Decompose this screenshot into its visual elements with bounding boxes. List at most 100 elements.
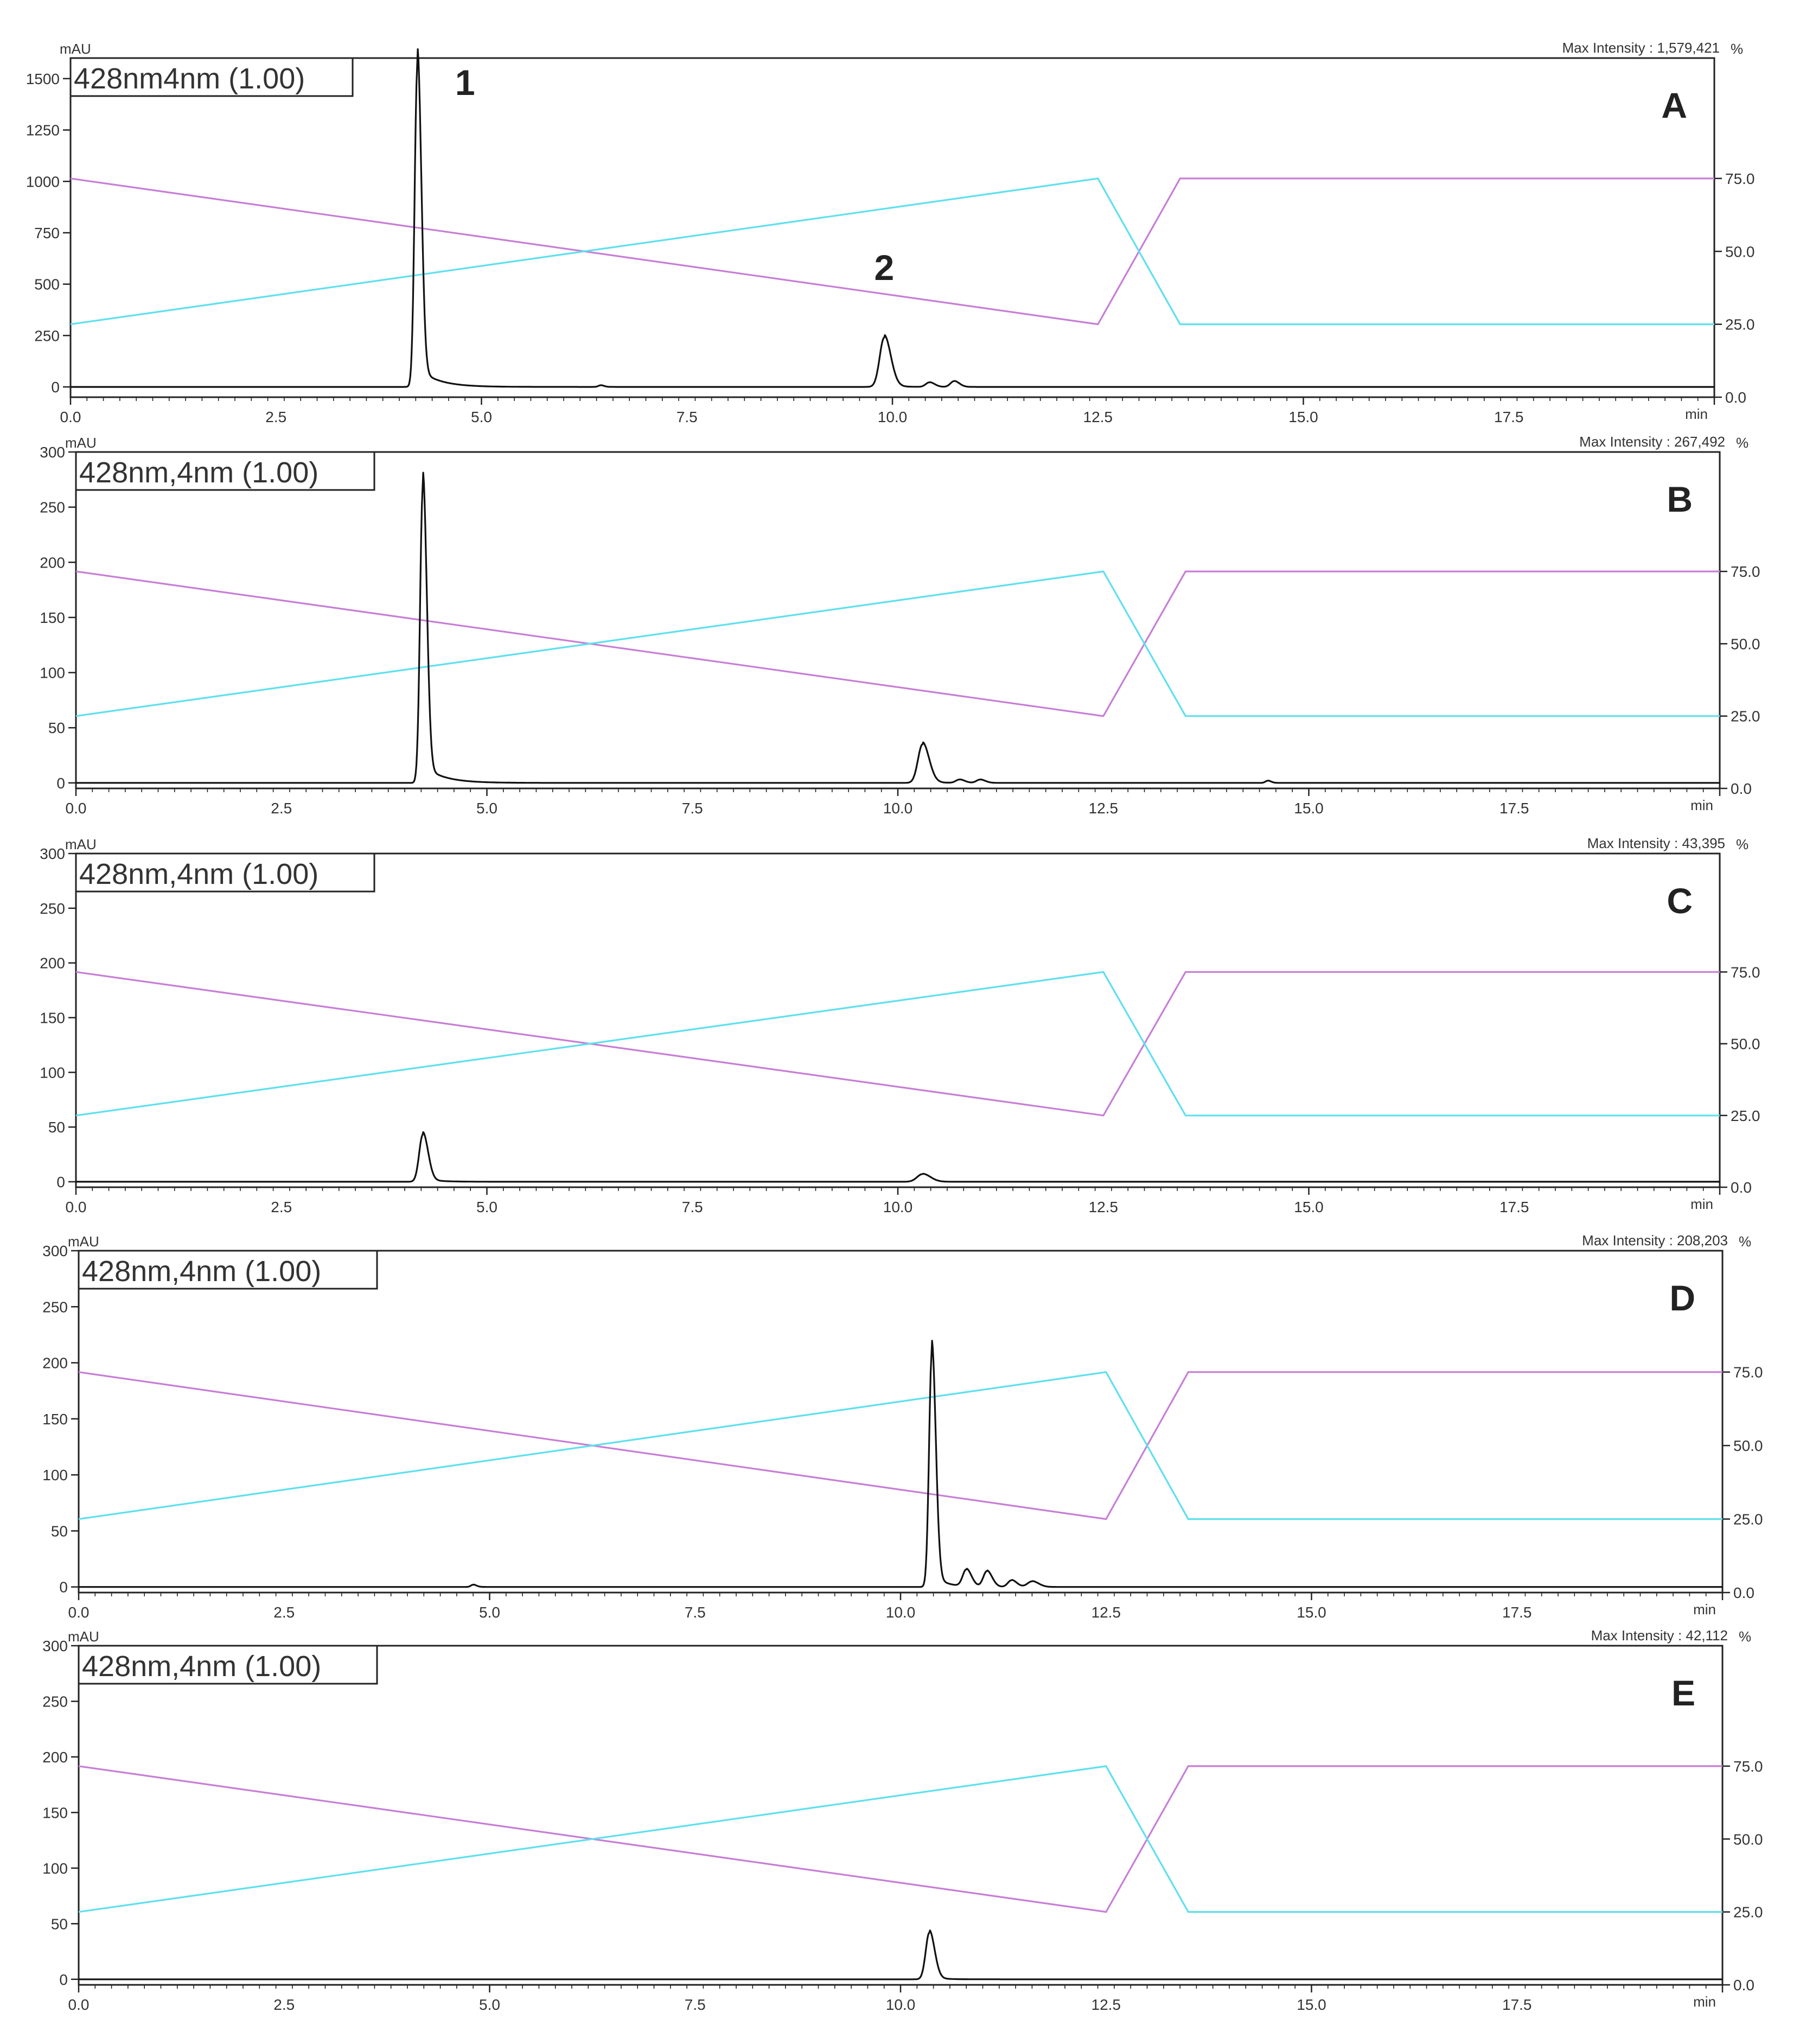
- x-ticks: 0.0 2.5 5.0 7.5 10.0 12.5 15.0 17.5: [60, 397, 1715, 425]
- x-tick-label: 17.5: [1499, 1199, 1529, 1215]
- chromatogram-trace: [78, 1340, 1723, 1588]
- y-tick-label: 200: [40, 554, 65, 571]
- y-tick-label: 150: [42, 1411, 68, 1428]
- y-tick-label: 750: [34, 225, 60, 241]
- wavelength-label: 428nm,4nm (1.00): [79, 456, 318, 489]
- y-tick-label: 50: [51, 1523, 68, 1539]
- right-ticks: 0.0 25.0 50.0 75.0: [1720, 964, 1760, 1196]
- x-tick-label: 10.0: [883, 1199, 913, 1215]
- right-tick-label: 50.0: [1731, 1036, 1760, 1053]
- y-unit-label: mAU: [60, 41, 91, 57]
- right-tick-label: 50.0: [1731, 635, 1760, 652]
- max-intensity-label: Max Intensity : 1,579,421: [1562, 40, 1720, 56]
- chromatogram-trace: [75, 472, 1720, 784]
- x-unit-label: min: [1693, 1994, 1716, 2010]
- y-tick-label: 100: [42, 1467, 68, 1483]
- x-tick-label: 2.5: [271, 1199, 292, 1215]
- y-tick-label: 200: [40, 955, 65, 972]
- peak-number-label: 1: [455, 62, 475, 103]
- right-ticks: 0.0 25.0 50.0 75.0: [1714, 170, 1755, 406]
- y-tick-label: 250: [34, 327, 60, 344]
- y-tick-label: 300: [40, 444, 65, 461]
- y-ticks: 0 50 100 150 200 250 300: [42, 1638, 79, 1988]
- gradient-lines: [75, 971, 1720, 1117]
- wavelength-box: [78, 1250, 378, 1290]
- right-tick-label: 75.0: [1725, 170, 1755, 187]
- x-tick-label: 7.5: [682, 800, 703, 817]
- y-tick-label: 0: [56, 775, 65, 792]
- x-tick-label: 12.5: [1089, 800, 1119, 817]
- y-ticks: 0 50 100 150 200 250 300: [40, 845, 76, 1190]
- x-tick-label: 12.5: [1089, 1199, 1119, 1215]
- gradient-lines: [78, 1765, 1722, 1913]
- max-intensity-label: Max Intensity : 42,112: [1591, 1627, 1728, 1644]
- x-unit-label: min: [1685, 406, 1708, 422]
- x-unit-label: min: [1693, 1601, 1716, 1618]
- plot-frame: [78, 1645, 1724, 1986]
- wavelength-label: 428nm,4nm (1.00): [79, 858, 318, 890]
- x-tick-label: 7.5: [677, 409, 698, 425]
- y-tick-label: 150: [42, 1804, 68, 1821]
- right-tick-label: 0.0: [1731, 780, 1752, 797]
- y-tick-label: 0: [59, 1579, 68, 1596]
- panel-c: mAU min Max Intensity : 43,395 % 428nm,4…: [40, 835, 1760, 1215]
- x-unit-label: min: [1690, 1196, 1713, 1212]
- gradient-line-cyan: [78, 1765, 1722, 1913]
- x-tick-label: 5.0: [471, 409, 492, 425]
- wavelength-box: [75, 451, 375, 491]
- plot-frame: [75, 852, 1721, 1188]
- gradient-line-cyan: [75, 971, 1720, 1117]
- chromatogram-line: [78, 1340, 1723, 1588]
- x-ticks: 0.0 2.5 5.0 7.5 10.0 12.5 15.0 17.5: [66, 788, 1721, 817]
- y-tick-label: 100: [40, 1064, 65, 1081]
- x-tick-label: 2.5: [273, 1604, 295, 1621]
- x-tick-label: 5.0: [479, 1996, 500, 2013]
- wavelength-label: 428nm4nm (1.00): [74, 62, 305, 95]
- right-tick-label: 75.0: [1731, 964, 1760, 980]
- gradient-line-cyan: [78, 1371, 1722, 1520]
- x-tick-label: 15.0: [1297, 1996, 1326, 2013]
- panel-letter: C: [1667, 881, 1693, 921]
- gradient-lines: [70, 177, 1714, 326]
- plot-frame: [69, 57, 1715, 398]
- y-unit-label: mAU: [65, 836, 97, 852]
- x-tick-label: 0.0: [60, 409, 81, 425]
- y-tick-label: 200: [42, 1749, 68, 1766]
- y-tick-label: 200: [42, 1355, 68, 1372]
- right-tick-label: 25.0: [1733, 1511, 1763, 1528]
- x-tick-label: 10.0: [886, 1996, 916, 2013]
- gradient-line-cyan: [70, 177, 1714, 326]
- y-tick-label: 0: [51, 379, 60, 396]
- y-ticks: 0 50 100 150 200 250 300: [40, 444, 76, 792]
- chromatogram-trace: [70, 48, 1715, 388]
- y-tick-label: 0: [56, 1174, 65, 1190]
- y-tick-label: 150: [40, 1009, 65, 1026]
- right-tick-label: 25.0: [1733, 1904, 1763, 1921]
- y-unit-label: mAU: [68, 1628, 99, 1645]
- right-tick-label: 25.0: [1731, 708, 1760, 725]
- right-tick-label: 0.0: [1731, 1179, 1752, 1196]
- right-tick-label: 0.0: [1733, 1584, 1754, 1601]
- gradient-line-purple: [78, 1765, 1722, 1913]
- max-intensity-label: Max Intensity : 267,492: [1579, 434, 1725, 450]
- chromatogram-trace: [75, 1131, 1720, 1183]
- max-intensity-label: Max Intensity : 208,203: [1582, 1232, 1728, 1249]
- x-tick-label: 5.0: [476, 800, 497, 817]
- y-tick-label: 250: [42, 1693, 68, 1710]
- gradient-lines: [75, 570, 1720, 717]
- x-tick-label: 15.0: [1294, 1199, 1324, 1215]
- peak-labels: 12: [455, 62, 894, 288]
- right-ticks: 0.0 25.0 50.0 75.0: [1722, 1364, 1763, 1601]
- panel-letter: A: [1661, 85, 1687, 125]
- x-tick-label: 12.5: [1092, 1996, 1121, 2013]
- plot-frame: [75, 451, 1721, 789]
- chromatogram-line: [75, 1131, 1720, 1183]
- x-tick-label: 7.5: [685, 1604, 706, 1621]
- panel-letter: E: [1671, 1673, 1695, 1713]
- y-tick-label: 300: [42, 1243, 68, 1259]
- x-tick-label: 2.5: [271, 800, 292, 817]
- x-ticks: 0.0 2.5 5.0 7.5 10.0 12.5 15.0 17.5: [68, 1593, 1724, 1621]
- wavelength-box: [75, 852, 375, 893]
- panel-a: mAU min Max Intensity : 1,579,421 % 428n…: [26, 40, 1755, 425]
- y-tick-label: 250: [40, 900, 65, 917]
